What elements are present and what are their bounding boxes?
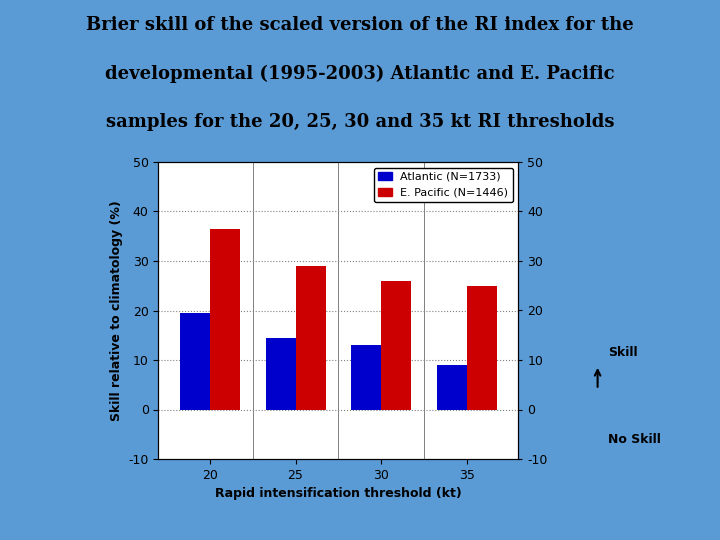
Text: No Skill: No Skill (608, 433, 661, 446)
Bar (437, 365, 467, 409)
Text: samples for the 20, 25, 30 and 35 kt RI thresholds: samples for the 20, 25, 30 and 35 kt RI … (106, 113, 614, 131)
Text: developmental (1995-2003) Atlantic and E. Pacific: developmental (1995-2003) Atlantic and E… (105, 65, 615, 83)
Bar (295, 266, 325, 409)
Bar (180, 313, 210, 409)
Bar (210, 229, 240, 409)
Text: Brier skill of the scaled version of the RI index for the: Brier skill of the scaled version of the… (86, 16, 634, 34)
Bar (351, 345, 382, 409)
Bar (382, 281, 411, 409)
Text: Skill: Skill (608, 346, 638, 359)
Bar (467, 286, 497, 409)
Legend: Atlantic (N=1733), E. Pacific (N=1446): Atlantic (N=1733), E. Pacific (N=1446) (374, 167, 513, 202)
X-axis label: Rapid intensification threshold (kt): Rapid intensification threshold (kt) (215, 487, 462, 500)
Bar (266, 338, 295, 409)
Y-axis label: Skill relative to climatology (%): Skill relative to climatology (%) (109, 200, 122, 421)
